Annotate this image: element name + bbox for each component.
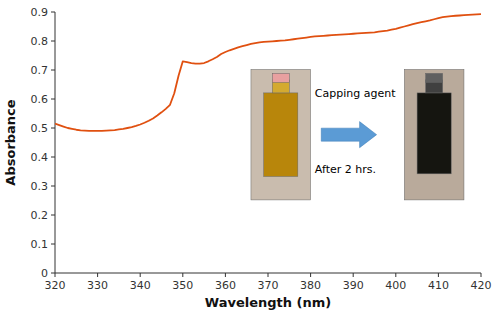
x-tick-label: 400 (385, 279, 406, 292)
x-tick-label: 380 (300, 279, 321, 292)
y-axis-line (55, 12, 56, 273)
y-tick-label: 0.6 (31, 93, 49, 106)
x-tick (353, 273, 354, 277)
x-tick-label: 410 (428, 279, 449, 292)
x-tick (268, 273, 269, 277)
y-tick (51, 128, 55, 129)
x-tick-label: 350 (172, 279, 193, 292)
y-tick (51, 70, 55, 71)
x-tick-label: 390 (343, 279, 364, 292)
x-tick (55, 273, 56, 277)
annotation: After 2 hrs. (315, 163, 376, 176)
y-tick-label: 0 (41, 267, 48, 280)
y-tick-label: 0.5 (31, 122, 49, 135)
y-tick (51, 273, 55, 274)
y-tick (51, 99, 55, 100)
x-tick-label: 330 (87, 279, 108, 292)
y-tick-label: 0.3 (31, 180, 49, 193)
x-tick-label: 360 (215, 279, 236, 292)
vial-background (404, 69, 464, 200)
x-axis-label: Wavelength (nm) (205, 295, 331, 310)
x-tick (225, 273, 226, 277)
y-tick (51, 215, 55, 216)
x-tick (182, 273, 183, 277)
x-tick (438, 273, 439, 277)
y-tick-label: 0.2 (31, 209, 49, 222)
y-tick (51, 41, 55, 42)
chart: 320 330 340 350 360 370 380 390 400 410 420 0 0.1 0.2… (0, 0, 496, 315)
vial-background (251, 69, 311, 200)
x-tick (395, 273, 396, 277)
inset (251, 69, 464, 200)
y-tick-label: 0.4 (31, 151, 49, 164)
y-tick-label: 0.1 (31, 238, 49, 251)
y-tick (51, 12, 55, 13)
vial-before (264, 93, 298, 177)
y-tick-label: 0.9 (31, 6, 49, 19)
y-tick-label: 0.7 (31, 64, 49, 77)
x-tick-label: 320 (45, 279, 66, 292)
x-tick (310, 273, 311, 277)
vial-cap (272, 73, 289, 82)
inset-arrow (321, 122, 376, 148)
vial-cap (426, 73, 443, 82)
x-tick-label: 420 (471, 279, 492, 292)
x-tick-label: 370 (258, 279, 279, 292)
y-tick (51, 157, 55, 158)
x-tick (97, 273, 98, 277)
y-tick (51, 186, 55, 187)
y-tick-label: 0.8 (31, 35, 49, 48)
x-tick-label: 340 (130, 279, 151, 292)
y-axis-label: Absorbance (3, 99, 18, 185)
vial-after (417, 93, 451, 174)
x-tick (140, 273, 141, 277)
annotation: Capping agent (315, 87, 396, 100)
y-tick (51, 244, 55, 245)
x-tick (481, 273, 482, 277)
